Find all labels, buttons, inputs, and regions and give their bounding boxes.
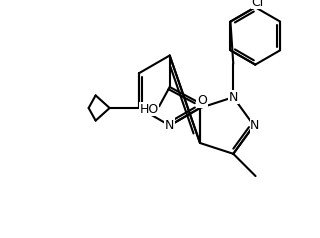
Text: N: N: [165, 119, 174, 132]
Text: N: N: [250, 119, 260, 132]
Text: N: N: [228, 91, 238, 104]
Text: O: O: [197, 94, 207, 108]
Text: Cl: Cl: [251, 0, 263, 9]
Text: HO: HO: [140, 103, 159, 116]
